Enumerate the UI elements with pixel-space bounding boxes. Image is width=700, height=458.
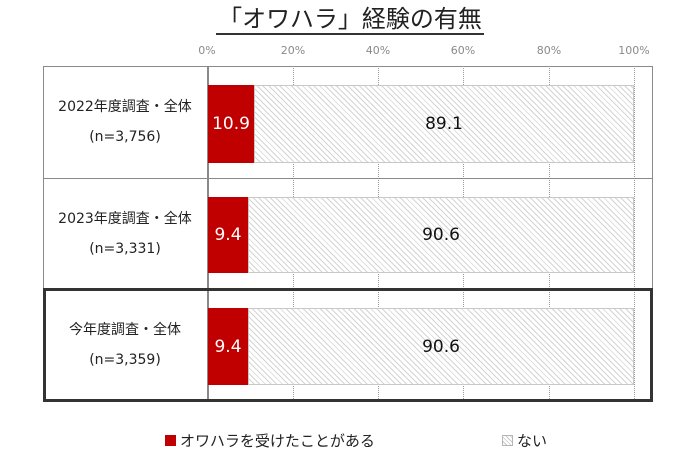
bar-harassed-current: 9.4 bbox=[208, 308, 248, 385]
chart-title: 「オワハラ」経験の有無 bbox=[0, 4, 700, 35]
legend-item-none: ない bbox=[502, 430, 547, 451]
value-label: 90.6 bbox=[422, 225, 460, 245]
x-tick-60: 60% bbox=[450, 44, 476, 57]
category-label-line2: (n=3,756) bbox=[89, 129, 161, 145]
value-label: 90.6 bbox=[422, 336, 460, 357]
category-label-line1: 2023年度調査・全体 bbox=[58, 210, 192, 227]
legend-label: オワハラを受けたことがある bbox=[180, 432, 375, 450]
bar-harassed-2023: 9.4 bbox=[208, 197, 248, 273]
axis-divider bbox=[207, 66, 209, 401]
category-row-2022: 2022年度調査・全体 (n=3,756) bbox=[43, 66, 653, 178]
bar-harassed-2022: 10.9 bbox=[208, 85, 254, 163]
value-label: 89.1 bbox=[425, 114, 463, 134]
category-label-line2: (n=3,359) bbox=[89, 352, 161, 368]
x-tick-0: 0% bbox=[198, 44, 216, 57]
x-tick-100: 100% bbox=[618, 44, 650, 57]
value-label: 9.4 bbox=[214, 225, 242, 245]
bar-none-2023: 90.6 bbox=[248, 197, 634, 273]
chart-title-text: 「オワハラ」経験の有無 bbox=[216, 5, 484, 35]
x-tick-20: 20% bbox=[280, 44, 306, 57]
category-label-2022: 2022年度調査・全体 (n=3,756) bbox=[43, 66, 207, 178]
x-tick-80: 80% bbox=[536, 44, 562, 57]
category-label-line1: 2022年度調査・全体 bbox=[58, 99, 192, 115]
value-label: 9.4 bbox=[214, 336, 242, 357]
category-label-current: 今年度調査・全体 (n=3,359) bbox=[43, 291, 207, 399]
gridline-100 bbox=[634, 66, 635, 401]
legend-item-harassed: オワハラを受けたことがある bbox=[165, 430, 375, 451]
red-square-icon bbox=[165, 435, 176, 446]
category-row-current: 今年度調査・全体 (n=3,359) bbox=[43, 288, 653, 402]
bar-none-2022: 89.1 bbox=[254, 85, 634, 163]
x-tick-40: 40% bbox=[365, 44, 391, 57]
category-label-line1: 今年度調査・全体 bbox=[69, 322, 181, 338]
bar-none-current: 90.6 bbox=[248, 308, 634, 385]
hatched-square-icon bbox=[502, 435, 513, 446]
category-row-2023: 2023年度調査・全体 (n=3,331) bbox=[43, 178, 653, 288]
category-label-2023: 2023年度調査・全体 (n=3,331) bbox=[43, 179, 207, 288]
value-label: 10.9 bbox=[212, 114, 250, 134]
legend-label: ない bbox=[517, 432, 548, 450]
category-label-line2: (n=3,331) bbox=[89, 240, 161, 257]
